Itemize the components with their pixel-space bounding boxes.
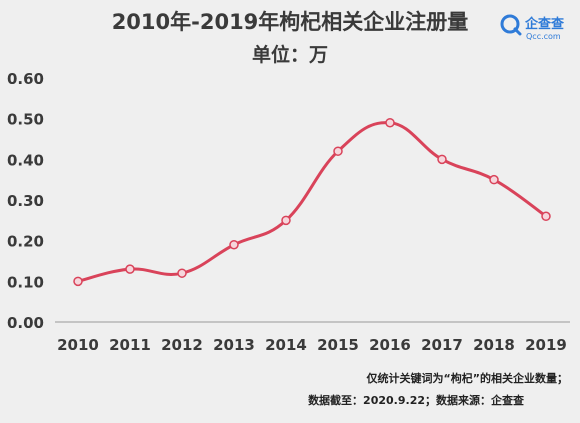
y-tick-label: 0.60 — [7, 70, 44, 88]
data-point — [281, 215, 291, 226]
series-line — [77, 121, 547, 283]
y-tick-label: 0.50 — [7, 111, 44, 129]
logo-name: 企查查 — [525, 17, 565, 32]
x-tick-label: 2012 — [161, 336, 203, 354]
brand-logo: 企查查 Qcc.com — [500, 12, 578, 46]
y-tick-label: 0.20 — [7, 233, 44, 251]
x-tick-label: 2019 — [525, 336, 567, 354]
y-tick-label: 0.40 — [7, 151, 44, 169]
x-tick-label: 2014 — [265, 336, 307, 354]
y-tick-label: 0.30 — [7, 192, 44, 210]
x-tick-label: 2010 — [57, 336, 99, 354]
x-tick-label: 2016 — [369, 336, 411, 354]
data-point — [489, 174, 499, 185]
chart-title: 2010年-2019年枸杞相关企业注册量 — [111, 10, 469, 34]
chart-subtitle: 单位：万 — [251, 44, 328, 66]
data-point — [73, 276, 83, 287]
data-markers — [73, 117, 551, 287]
y-tick-label: 0.00 — [7, 314, 44, 332]
y-tick-label: 0.10 — [7, 273, 44, 291]
data-point — [177, 268, 187, 278]
data-point — [125, 264, 135, 274]
y-axis: 0.00 0.10 0.20 0.30 0.40 0.50 0.60 — [7, 70, 44, 332]
data-point — [437, 154, 447, 165]
x-tick-label: 2011 — [109, 336, 151, 354]
x-tick-label: 2017 — [421, 336, 463, 354]
data-point — [385, 117, 395, 128]
data-point — [333, 146, 343, 156]
data-point — [541, 211, 551, 222]
x-tick-label: 2015 — [317, 336, 359, 354]
x-tick-label: 2013 — [213, 336, 255, 354]
footnote-scope: 仅统计关键词为“枸杞”的相关企业数量； — [366, 372, 568, 385]
footnote-source: 数据截至：2020.9.22；数据来源：企查查 — [308, 394, 524, 407]
qcc-logo-icon — [500, 14, 522, 36]
x-tick-label: 2018 — [473, 336, 515, 354]
x-axis: 2010 2011 2012 2013 2014 2015 2016 2017 2018 2019 — [57, 336, 567, 354]
data-point — [229, 239, 239, 250]
logo-domain: Qcc.com — [526, 32, 561, 41]
